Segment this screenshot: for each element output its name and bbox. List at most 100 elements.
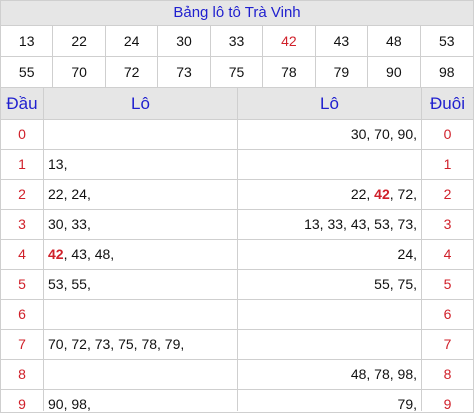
lo-left-cell: [44, 360, 237, 389]
duoi-cell: 6: [443, 306, 452, 322]
lo-right-cell: 22, 42, 72,: [350, 186, 417, 202]
lo-number: 90: [397, 126, 414, 142]
number-cell: 24: [106, 26, 159, 56]
number-cell: 90: [368, 57, 421, 87]
numbers-row-1: 13 22 24 30 33 42 43 48 53: [1, 26, 473, 57]
lo-right-cell: [238, 300, 421, 329]
table-title: Bảng lô tô Trà Vinh: [1, 1, 473, 26]
lo-number: 72: [71, 336, 87, 352]
dau-cell: 8: [18, 366, 26, 382]
header-duoi: Đuôi: [430, 94, 465, 113]
lo-number: 30: [350, 126, 367, 142]
lo-number: 33: [71, 216, 87, 232]
lo-number: 70: [374, 126, 390, 142]
lo-number: 30: [48, 216, 64, 232]
lo-number: 78: [374, 366, 390, 382]
duoi-cell: 2: [443, 186, 452, 202]
dau-cell: 0: [18, 126, 26, 142]
lo-left-cell: 90, 98,: [48, 396, 91, 412]
header-lo-right: Lô: [320, 94, 339, 113]
lo-number: 48: [94, 246, 111, 262]
lo-number: 70: [48, 336, 64, 352]
lo-number: 55: [374, 276, 390, 292]
column-divider: [43, 88, 44, 411]
number-cell: 43: [316, 26, 369, 56]
lo-number: 98: [397, 366, 414, 382]
dau-cell: 9: [18, 396, 26, 412]
lo-number: 79: [164, 336, 181, 352]
lo-right-cell: [238, 150, 421, 179]
lo-number: 48: [350, 366, 367, 382]
lo-number: 43: [350, 216, 367, 232]
lo-number: 90: [48, 396, 64, 412]
table-row: 9 90, 98, 79, 9: [1, 390, 473, 419]
number-cell: 78: [263, 57, 316, 87]
lo-number: 24: [397, 246, 414, 262]
dau-cell: 2: [18, 186, 26, 202]
lo-number: 24: [71, 186, 87, 202]
number-cell: 30: [158, 26, 211, 56]
lo-left-cell: 30, 33,: [48, 216, 91, 232]
lo-number: 22: [350, 186, 367, 202]
lo-right-cell: 48, 78, 98,: [350, 366, 417, 382]
duoi-cell: 5: [443, 276, 452, 292]
lo-number: 33: [327, 216, 344, 232]
lo-number: 43: [71, 246, 87, 262]
dau-cell: 1: [18, 156, 26, 172]
lo-number: 13: [304, 216, 320, 232]
lo-left-cell: 42, 43, 48,: [48, 246, 115, 262]
duoi-cell: 9: [443, 396, 452, 412]
number-cell: 55: [1, 57, 54, 87]
duoi-cell: 8: [443, 366, 452, 382]
lo-right-cell: 55, 75,: [374, 276, 417, 292]
lo-number: 73: [94, 336, 111, 352]
lo-number: 72: [397, 186, 414, 202]
duoi-cell: 0: [443, 126, 452, 142]
lo-right-cell: [238, 330, 421, 359]
lo-right-cell: 30, 70, 90,: [350, 126, 417, 142]
dau-cell: 5: [18, 276, 26, 292]
dau-cell: 7: [18, 336, 26, 352]
dau-cell: 6: [18, 306, 26, 322]
duoi-cell: 4: [443, 246, 452, 262]
lo-right-cell: 24,: [397, 246, 417, 262]
number-cell: 53: [438, 33, 455, 49]
lo-number: 13: [48, 156, 64, 172]
dau-cell: 4: [18, 246, 26, 262]
lo-right-cell: 13, 33, 43, 53, 73,: [304, 216, 417, 232]
lo-left-cell: 13,: [48, 156, 68, 172]
lo-left-cell: [44, 300, 237, 329]
lo-right-cell: 79,: [397, 396, 417, 412]
lo-number: 78: [141, 336, 158, 352]
number-cell: 73: [158, 57, 211, 87]
header-dau: Đầu: [6, 94, 38, 113]
lo-number: 53: [48, 276, 64, 292]
lo-left-cell: 53, 55,: [48, 276, 91, 292]
header-lo-left: Lô: [131, 94, 150, 113]
number-cell: 79: [316, 57, 369, 87]
lo-number: 79: [397, 396, 414, 412]
lo-left-cell: [44, 120, 237, 149]
lo-number: 42: [374, 186, 390, 202]
lo-left-cell: 22, 24,: [48, 186, 91, 202]
numbers-row-2: 55 70 72 73 75 78 79 90 98: [1, 57, 473, 88]
number-cell: 98: [438, 64, 455, 80]
lo-number: 75: [397, 276, 414, 292]
lo-number: 22: [48, 186, 64, 202]
number-cell: 70: [53, 57, 106, 87]
number-cell: 75: [211, 57, 264, 87]
lo-number: 98: [71, 396, 87, 412]
column-divider: [421, 88, 422, 411]
number-cell: 33: [211, 26, 264, 56]
duoi-cell: 1: [443, 156, 452, 172]
lo-left-cell: 70, 72, 73, 75, 78, 79,: [48, 336, 185, 352]
number-cell: 48: [368, 26, 421, 56]
lo-number: 55: [71, 276, 87, 292]
lo-number: 73: [397, 216, 414, 232]
lo-number: 75: [118, 336, 134, 352]
dau-cell: 3: [18, 216, 26, 232]
lo-number: 53: [374, 216, 390, 232]
lo-number: 42: [48, 246, 64, 262]
number-cell: 13: [1, 26, 54, 56]
number-cell: 22: [53, 26, 106, 56]
